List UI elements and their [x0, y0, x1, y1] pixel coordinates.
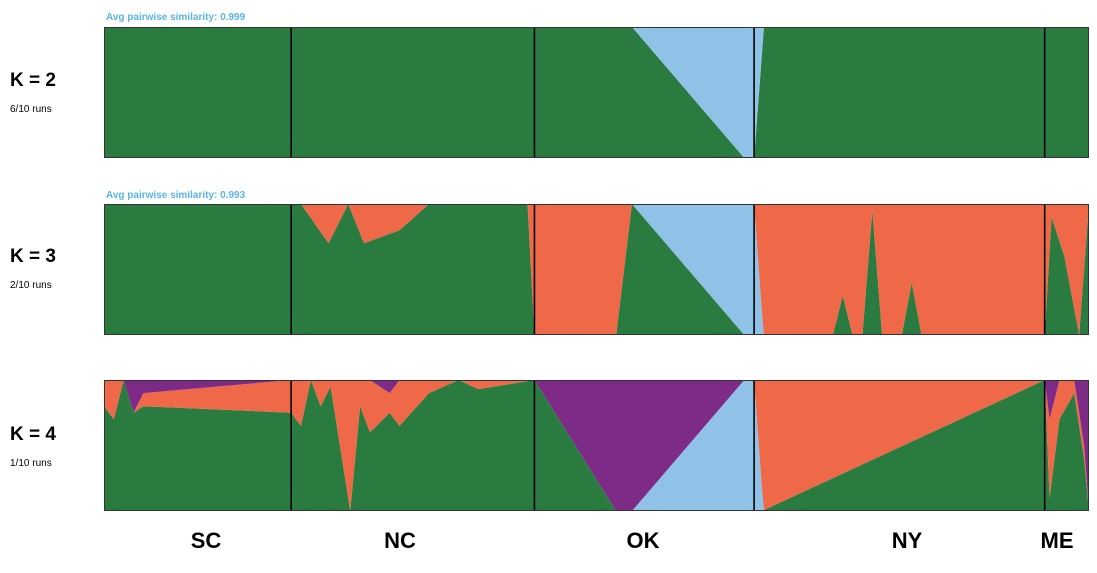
cluster-area-green	[104, 204, 1089, 335]
similarity-annotation: Avg pairwise similarity: 0.993	[106, 190, 246, 201]
similarity-annotation: Avg pairwise similarity: 0.999	[106, 12, 246, 23]
panel-frame	[104, 380, 1089, 511]
cluster-area-green	[104, 27, 1089, 158]
panel-frame	[104, 27, 1089, 158]
population-label-ok: OK	[626, 528, 660, 553]
runs-label: 2/10 runs	[10, 280, 52, 291]
population-label-nc: NC	[384, 528, 416, 553]
structure-plot-k2	[104, 27, 1089, 158]
runs-label: 6/10 runs	[10, 104, 52, 115]
structure-plot-k3	[104, 204, 1089, 335]
runs-label: 1/10 runs	[10, 458, 52, 469]
k-label: K = 3	[10, 246, 56, 267]
population-label-me: ME	[1040, 528, 1074, 553]
cluster-area-green	[104, 380, 1089, 511]
population-label-ny: NY	[891, 528, 923, 553]
cluster-area-purple	[104, 380, 1089, 511]
cluster-area-orange	[104, 380, 1089, 511]
structure-plot-k4	[104, 380, 1089, 511]
population-label-sc: SC	[190, 528, 222, 553]
k-label: K = 4	[10, 424, 56, 445]
k-label: K = 2	[10, 70, 56, 91]
panel-frame	[104, 204, 1089, 335]
cluster-area-orange	[104, 204, 1089, 335]
